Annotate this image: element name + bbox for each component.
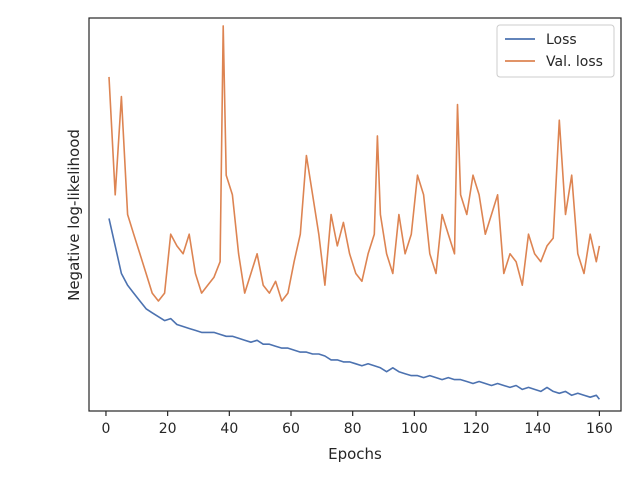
series-line-loss <box>108 218 601 400</box>
x-tick-label: 40 <box>220 421 238 437</box>
x-tick-label: 20 <box>159 421 177 437</box>
x-axis-label: Epochs <box>328 445 382 463</box>
legend: Loss Val. loss <box>496 24 615 78</box>
x-tick-label: 120 <box>463 421 490 437</box>
y-axis-label: Negative log-likelihood <box>65 129 83 301</box>
legend-label-val-loss: Val. loss <box>546 54 603 70</box>
plot-frame <box>88 17 622 412</box>
x-tick-label: 0 <box>102 421 111 437</box>
x-tick-label: 100 <box>401 421 428 437</box>
legend-label-loss: Loss <box>546 32 577 48</box>
legend-box <box>496 24 615 78</box>
x-tick-label: 60 <box>282 421 300 437</box>
series-line-val-loss <box>108 25 601 302</box>
plot-lines <box>108 25 601 400</box>
x-axis: 0 20 40 60 80 100 120 140 160 <box>102 411 613 437</box>
x-tick-label: 80 <box>344 421 362 437</box>
x-tick-label: 160 <box>586 421 613 437</box>
x-tick-label: 140 <box>524 421 551 437</box>
